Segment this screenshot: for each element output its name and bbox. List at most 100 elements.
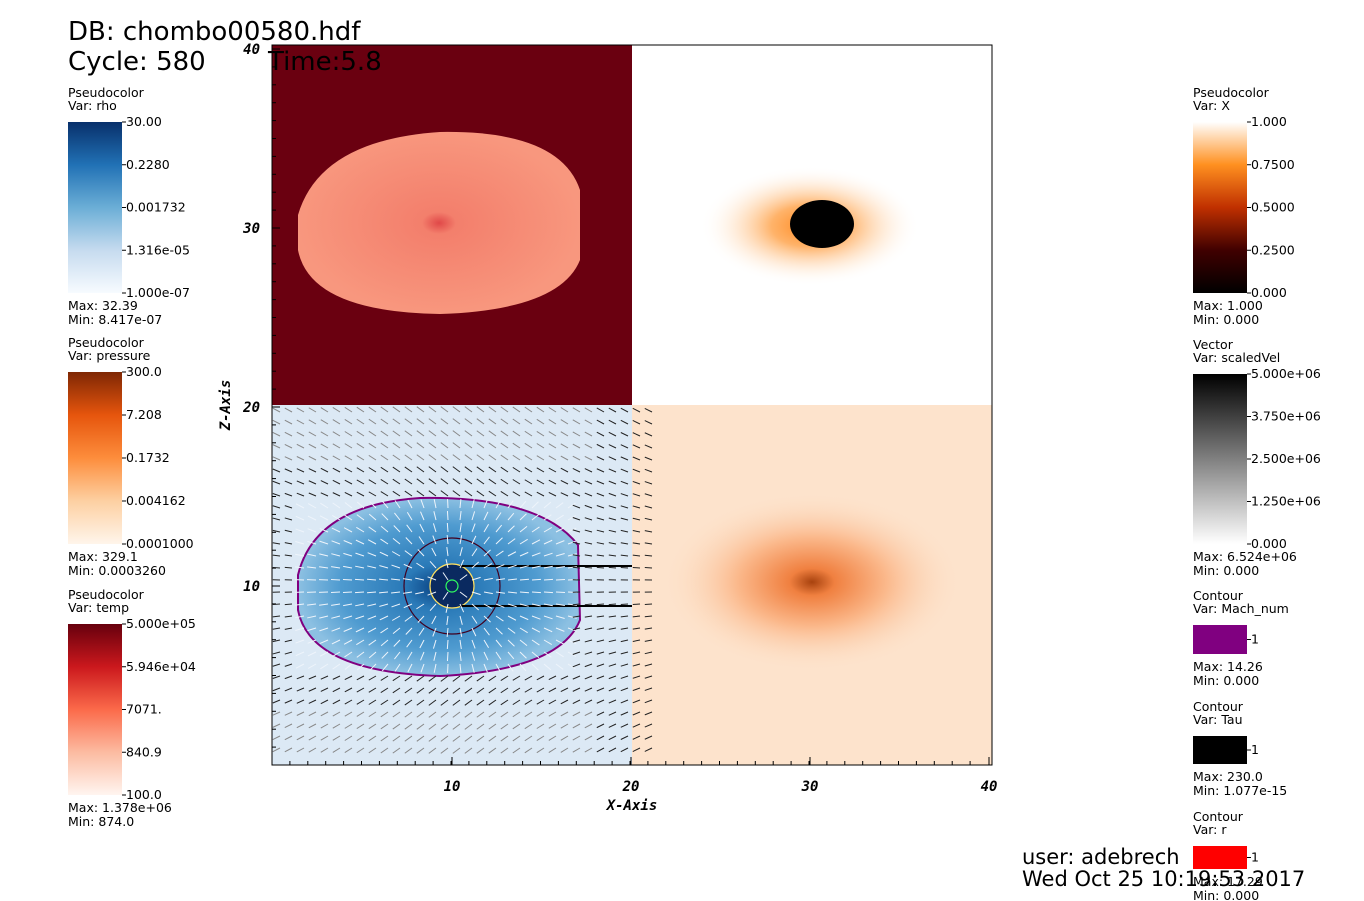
vector-arrow bbox=[356, 699, 365, 705]
vector-arrow bbox=[320, 431, 329, 437]
legend-tick-label: 0.2500 bbox=[1251, 242, 1295, 257]
vector-arrow bbox=[272, 542, 281, 545]
legend-bar bbox=[1193, 625, 1247, 654]
vector-arrow bbox=[500, 687, 509, 694]
legend-tick-label: 1.316e-05 bbox=[126, 242, 190, 257]
z-tick-label: 40 bbox=[243, 42, 260, 58]
vector-arrow bbox=[519, 639, 528, 646]
vector-arrow bbox=[308, 419, 317, 425]
vector-arrow bbox=[332, 407, 341, 413]
vector-arrow bbox=[555, 565, 565, 569]
vector-arrow bbox=[369, 663, 377, 671]
vector-arrow bbox=[644, 687, 653, 691]
vector-arrow bbox=[380, 430, 389, 437]
vector-arrow bbox=[368, 675, 377, 681]
vector-arrow bbox=[584, 517, 593, 521]
vector-arrow bbox=[620, 651, 629, 655]
vector-arrow bbox=[476, 735, 485, 742]
vector-arrow bbox=[296, 735, 305, 741]
vector-arrow bbox=[584, 639, 593, 643]
vector-arrow bbox=[560, 723, 569, 729]
vector-arrow bbox=[548, 431, 557, 437]
vector-arrow bbox=[394, 663, 401, 672]
vector-arrow bbox=[415, 577, 425, 581]
vector-arrow bbox=[495, 564, 505, 569]
core-contour bbox=[429, 563, 475, 609]
vector-arrow bbox=[608, 699, 617, 704]
vector-arrow bbox=[536, 479, 545, 485]
vector-arrow bbox=[320, 492, 329, 497]
legend-min: Min: 8.417e-07 bbox=[68, 312, 162, 327]
vector-arrow bbox=[632, 444, 641, 449]
vector-arrow bbox=[464, 478, 473, 485]
vector-arrow bbox=[620, 699, 629, 704]
vector-arrow bbox=[483, 511, 489, 521]
vector-arrow bbox=[381, 500, 389, 509]
vector-arrow bbox=[512, 687, 521, 693]
vector-arrow bbox=[459, 651, 462, 661]
vector-arrow bbox=[608, 468, 617, 473]
vector-arrow bbox=[519, 627, 528, 634]
vector-arrow bbox=[355, 615, 365, 620]
vector-arrow bbox=[524, 735, 533, 742]
vector-arrow bbox=[543, 514, 552, 521]
vector-arrow bbox=[632, 554, 641, 557]
vector-arrow bbox=[307, 615, 317, 619]
vector-arrow bbox=[572, 504, 581, 509]
vector-arrow bbox=[284, 456, 293, 461]
vector-arrow bbox=[644, 444, 653, 449]
vector-arrow bbox=[567, 566, 577, 569]
vector-arrow bbox=[368, 747, 377, 754]
vector-arrow bbox=[608, 651, 617, 655]
vector-arrow bbox=[464, 418, 473, 425]
vector-arrow bbox=[368, 699, 377, 705]
vector-arrow bbox=[391, 578, 401, 581]
vector-arrow bbox=[512, 723, 521, 730]
vector-arrow bbox=[464, 454, 473, 461]
vector-arrow bbox=[644, 420, 653, 425]
vector-arrow bbox=[632, 675, 641, 679]
vector-arrow bbox=[500, 478, 509, 485]
vector-arrow bbox=[608, 456, 617, 461]
legend-max: Max: 1.000 bbox=[1193, 298, 1263, 313]
vector-arrow bbox=[644, 663, 653, 667]
vector-arrow bbox=[356, 723, 365, 729]
vector-arrow bbox=[331, 540, 341, 545]
vector-arrow bbox=[404, 735, 413, 742]
vector-arrow bbox=[404, 723, 413, 730]
vector-arrow bbox=[560, 492, 569, 497]
vector-arrow bbox=[440, 699, 449, 706]
vector-arrow bbox=[531, 651, 540, 659]
x-axis-title: X-Axis bbox=[606, 798, 658, 814]
legend-bar bbox=[1193, 846, 1247, 869]
vector-arrow bbox=[272, 456, 281, 461]
vector-arrow bbox=[420, 511, 425, 521]
vector-arrow bbox=[355, 603, 365, 607]
legend-tick-label: 1 bbox=[1251, 742, 1259, 757]
z-tick-label: 20 bbox=[242, 400, 260, 416]
vector-arrow bbox=[284, 735, 293, 741]
vector-arrow bbox=[644, 639, 653, 642]
vector-arrow bbox=[307, 627, 317, 632]
vector-arrow bbox=[495, 591, 505, 594]
vector-arrow bbox=[332, 711, 341, 717]
vector-arrow bbox=[284, 603, 293, 606]
vector-arrow bbox=[428, 430, 437, 437]
vector-arrow bbox=[284, 723, 293, 728]
vector-arrow bbox=[555, 627, 565, 632]
vector-arrow bbox=[572, 735, 581, 741]
legend-min: Min: 0.0003260 bbox=[68, 563, 166, 578]
vector-arrow bbox=[483, 524, 490, 533]
vector-arrow bbox=[320, 467, 329, 473]
vector-arrow bbox=[344, 699, 353, 705]
vector-arrow bbox=[380, 479, 389, 485]
z-tick-label: 30 bbox=[242, 221, 260, 237]
vector-arrow bbox=[368, 430, 377, 437]
vector-arrow bbox=[452, 430, 461, 437]
vector-arrow bbox=[500, 454, 509, 461]
vector-arrow bbox=[495, 537, 503, 545]
vector-arrow bbox=[446, 522, 449, 533]
vector-arrow bbox=[459, 498, 462, 509]
vector-arrow bbox=[418, 627, 425, 636]
